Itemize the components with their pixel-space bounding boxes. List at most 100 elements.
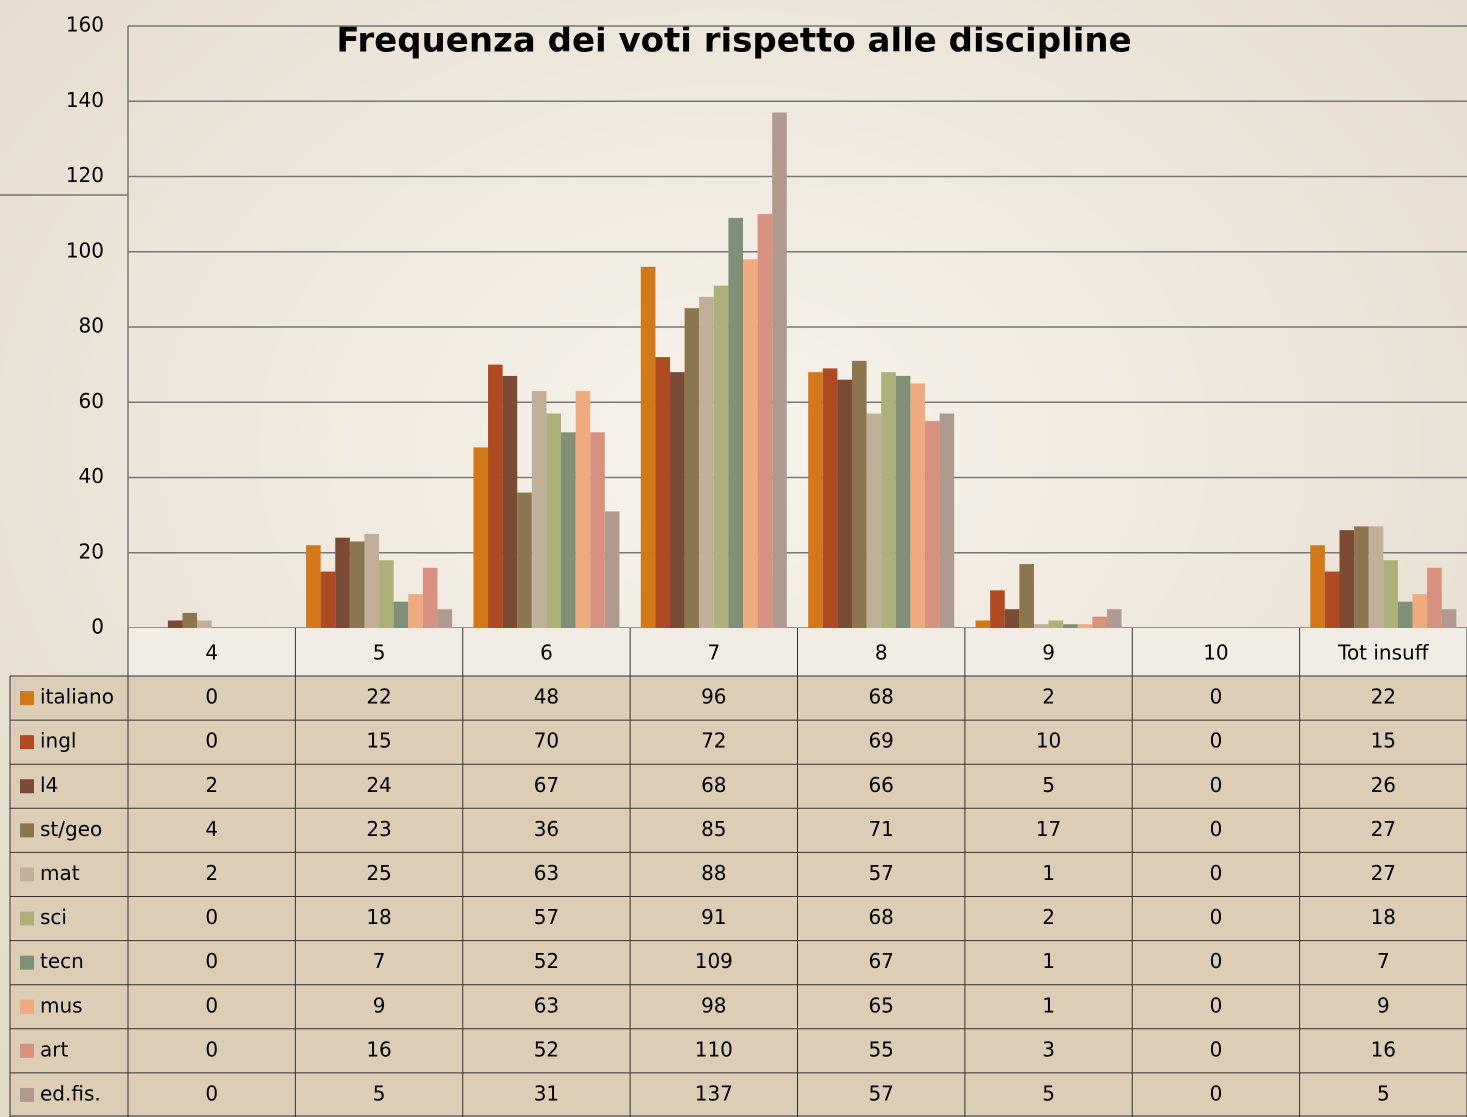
bar (990, 590, 1005, 628)
table-value: 52 (534, 1037, 559, 1061)
table-value: 15 (1371, 729, 1396, 753)
table-value: 0 (1210, 817, 1223, 841)
bar (590, 432, 605, 628)
table-value: 67 (868, 949, 893, 973)
table-value: 109 (695, 949, 733, 973)
table-value: 1 (1042, 861, 1055, 885)
table-value: 2 (1042, 685, 1055, 709)
table-value: 22 (366, 685, 391, 709)
bar (924, 421, 940, 628)
table-value: 23 (366, 817, 391, 841)
table-value: 5 (1042, 1081, 1055, 1105)
legend-label: st/geo (40, 817, 102, 841)
table-value: 2 (205, 773, 218, 797)
bar (851, 360, 867, 628)
x-tick-label: 4 (205, 641, 218, 665)
bar (757, 214, 773, 628)
y-tick-label: 0 (91, 615, 104, 639)
x-tick-label: 5 (373, 641, 386, 665)
bar (1106, 609, 1122, 628)
table-value: 0 (205, 905, 218, 929)
legend-swatch (20, 911, 34, 926)
table-value: 137 (695, 1081, 733, 1105)
bar (1092, 616, 1107, 628)
table-value: 31 (534, 1081, 559, 1105)
table-value: 27 (1371, 861, 1396, 885)
bar (437, 609, 453, 628)
table-value: 2 (1042, 905, 1055, 929)
table-value: 91 (701, 905, 726, 929)
legend-label: l4 (40, 773, 58, 797)
bar (1441, 609, 1457, 628)
legend-label: tecn (40, 949, 84, 973)
table-value: 5 (1377, 1081, 1390, 1105)
table-value: 70 (534, 729, 559, 753)
table-value: 71 (868, 817, 893, 841)
bar (1048, 620, 1064, 628)
table-value: 63 (534, 861, 559, 885)
bar (408, 594, 423, 628)
legend-swatch (20, 735, 34, 750)
table-value: 25 (366, 861, 391, 885)
bar (939, 413, 955, 628)
bar (379, 560, 394, 628)
table-value: 65 (868, 993, 893, 1017)
table-value: 0 (205, 993, 218, 1017)
table-value: 0 (205, 729, 218, 753)
table-value: 16 (1371, 1037, 1396, 1061)
bar (1427, 567, 1442, 628)
bar (1412, 594, 1428, 628)
table-value: 66 (868, 773, 893, 797)
table-value: 57 (868, 1081, 893, 1105)
bar (1324, 571, 1340, 628)
y-tick-label: 140 (66, 88, 104, 112)
legend-label: ingl (40, 729, 76, 753)
table-value: 2 (205, 861, 218, 885)
bar (1354, 526, 1369, 628)
table-value: 0 (1210, 905, 1223, 929)
bar (1339, 530, 1355, 628)
bar (1077, 624, 1093, 628)
table-value: 0 (1210, 729, 1223, 753)
table-value: 18 (366, 905, 391, 929)
bar (837, 379, 852, 628)
legend-label: mus (40, 993, 83, 1017)
bar (640, 266, 656, 628)
legend-label: italiano (40, 685, 114, 709)
table-value: 7 (1377, 949, 1390, 973)
table-value: 0 (1210, 1037, 1223, 1061)
table-value: 88 (701, 861, 726, 885)
legend-swatch (20, 955, 34, 970)
table-value: 3 (1042, 1037, 1055, 1061)
bar (655, 357, 671, 628)
table-value: 22 (1371, 685, 1396, 709)
table-value: 9 (373, 993, 386, 1017)
bar (306, 545, 321, 628)
table-value: 9 (1377, 993, 1390, 1017)
table-value: 68 (868, 905, 893, 929)
bar (364, 533, 380, 628)
bar (1397, 601, 1413, 628)
bar (561, 432, 576, 628)
table-value: 18 (1371, 905, 1396, 929)
bar (1383, 560, 1398, 628)
table-value: 24 (366, 773, 391, 797)
legend-swatch (20, 1087, 34, 1102)
bar (393, 601, 409, 628)
x-tick-label: 9 (1042, 641, 1055, 665)
bar (866, 413, 882, 628)
y-tick-label: 80 (79, 314, 104, 338)
bar (349, 541, 365, 628)
table-value: 4 (205, 817, 218, 841)
y-tick-label: 100 (66, 238, 104, 262)
table-value: 110 (695, 1037, 733, 1061)
bar (881, 372, 896, 628)
y-tick-label: 120 (66, 163, 104, 187)
bar (684, 308, 700, 628)
y-tick-label: 40 (79, 464, 104, 488)
table-value: 17 (1036, 817, 1061, 841)
table-value: 68 (868, 685, 893, 709)
x-tick-label: 10 (1203, 641, 1228, 665)
